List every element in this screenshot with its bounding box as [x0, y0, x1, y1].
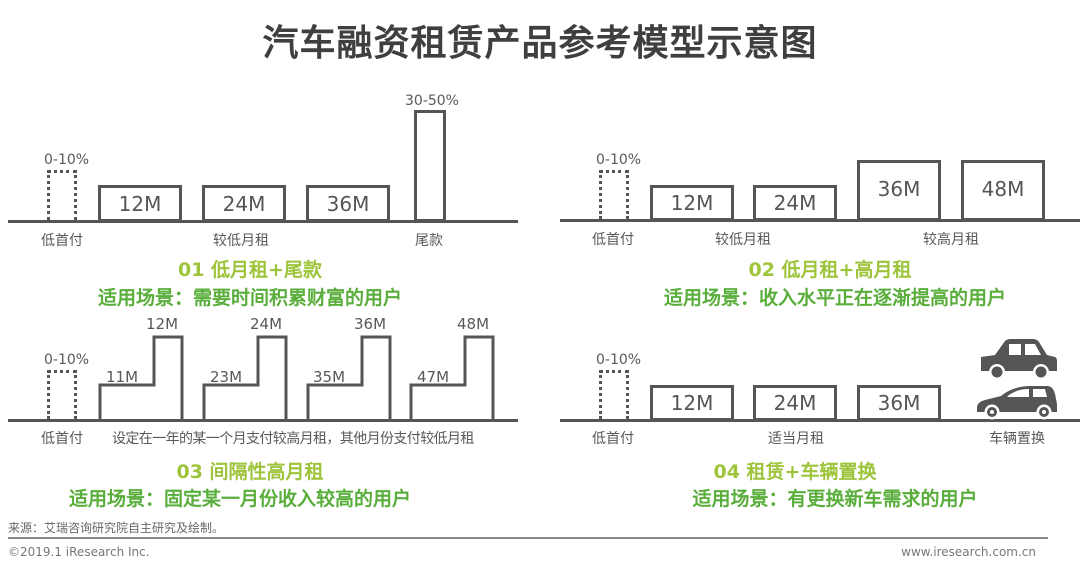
down-payment-bar — [47, 370, 77, 419]
term-box: 48M — [961, 160, 1045, 221]
step-high-value: 12M — [146, 315, 179, 333]
page-title: 汽车融资租赁产品参考模型示意图 — [262, 23, 818, 64]
panel-scenario: 适用场景：收入水平正在逐渐提高的用户 — [663, 287, 1006, 309]
down-payment-pct: 0-10% — [44, 352, 90, 368]
panel-scenario: 适用场景：固定某一月份收入较高的用户 — [68, 488, 411, 510]
down-payment-bar — [47, 170, 77, 220]
term-box: 24M — [753, 385, 837, 421]
down-payment-bar — [599, 170, 629, 219]
step-bar — [306, 335, 392, 421]
term-box: 36M — [306, 185, 390, 222]
label-high-rent: 较高月租 — [923, 232, 979, 248]
step-bar — [409, 335, 495, 421]
footer-divider — [8, 537, 1048, 539]
copyright: ©2019.1 iResearch Inc. — [8, 545, 150, 559]
down-payment-pct: 0-10% — [44, 152, 90, 168]
step-high-value: 36M — [354, 315, 387, 333]
label-down-payment: 低首付 — [592, 232, 634, 248]
label-down-payment: 低首付 — [41, 431, 83, 447]
tail-payment-bar — [414, 110, 446, 222]
step-high-value: 24M — [250, 315, 283, 333]
term-box: 24M — [202, 185, 286, 222]
tail-pct: 30-50% — [405, 93, 459, 109]
step-bar — [202, 335, 288, 421]
label-low-rent: 较低月租 — [213, 233, 269, 249]
term-box: 12M — [650, 185, 734, 221]
label-description: 设定在一年的某一个月支付较高月租，其他月份支付较低月租 — [112, 431, 474, 447]
down-payment-pct: 0-10% — [596, 352, 642, 368]
panel-heading: 03 间隔性高月租 — [176, 461, 324, 483]
panel-scenario: 适用场景：需要时间积累财富的用户 — [97, 287, 402, 309]
step-low-value: 35M — [313, 368, 346, 386]
label-vehicle-replacement: 车辆置换 — [989, 431, 1045, 447]
label-appropriate-rent: 适当月租 — [768, 431, 824, 447]
panel-scenario: 适用场景：有更换新车需求的用户 — [692, 488, 978, 510]
step-low-value: 23M — [210, 368, 243, 386]
term-box: 12M — [650, 385, 734, 421]
panel-heading: 01 低月租+尾款 — [178, 259, 322, 281]
step-high-value: 48M — [457, 315, 490, 333]
hatchback-car-icon — [977, 386, 1057, 420]
term-box: 36M — [857, 160, 941, 221]
label-down-payment: 低首付 — [592, 431, 634, 447]
term-box: 24M — [753, 185, 837, 221]
source-note: 来源：艾瑞咨询研究院自主研究及绘制。 — [8, 521, 225, 535]
term-box: 36M — [857, 385, 941, 421]
step-low-value: 11M — [106, 368, 139, 386]
baseline — [8, 419, 518, 422]
down-payment-pct: 0-10% — [596, 152, 642, 168]
label-low-rent: 较低月租 — [715, 232, 771, 248]
step-bar — [98, 335, 184, 421]
down-payment-bar — [599, 370, 629, 419]
panel-heading: 04 租赁+车辆置换 — [713, 461, 877, 483]
label-tail: 尾款 — [415, 233, 443, 249]
label-down-payment: 低首付 — [41, 233, 83, 249]
website-link[interactable]: www.iresearch.com.cn — [901, 545, 1036, 559]
step-low-value: 47M — [417, 368, 450, 386]
term-box: 12M — [98, 185, 182, 222]
sedan-car-icon — [981, 339, 1057, 380]
panel-heading: 02 低月租+高月租 — [748, 259, 912, 281]
